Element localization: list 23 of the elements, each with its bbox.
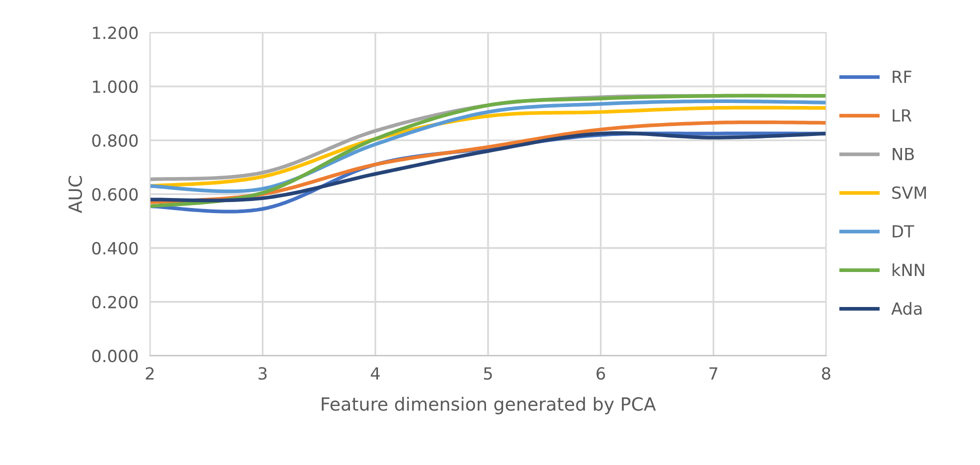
legend-label: Ada <box>891 302 922 315</box>
x-tick-label: 2 <box>146 367 154 380</box>
x-tick-label: 8 <box>822 367 830 380</box>
legend-label: DT <box>892 225 914 238</box>
x-tick-label: 5 <box>484 367 492 380</box>
y-tick-label: 0.200 <box>92 296 138 308</box>
y-tick-label: 0.800 <box>92 134 138 147</box>
legend-label: SVM <box>892 186 926 199</box>
y-axis-title: AUC <box>68 176 82 214</box>
x-tick-label: 3 <box>258 367 267 380</box>
legend-label: LR <box>892 109 912 122</box>
x-tick-label: 7 <box>710 367 718 380</box>
legend-label: RF <box>892 70 912 83</box>
x-tick-label: 4 <box>370 367 380 380</box>
y-tick-label: 1.000 <box>92 80 138 93</box>
x-axis-title: Feature dimension generated by PCA <box>322 396 656 414</box>
y-tick-label: 0.400 <box>92 242 138 255</box>
legend-label: kNN <box>892 263 924 276</box>
x-tick-label: 6 <box>596 367 605 380</box>
y-tick-label: 0.000 <box>92 350 138 362</box>
y-tick-label: 1.200 <box>92 26 138 40</box>
y-tick-label: 0.600 <box>92 188 138 201</box>
legend-label: NB <box>892 148 914 160</box>
